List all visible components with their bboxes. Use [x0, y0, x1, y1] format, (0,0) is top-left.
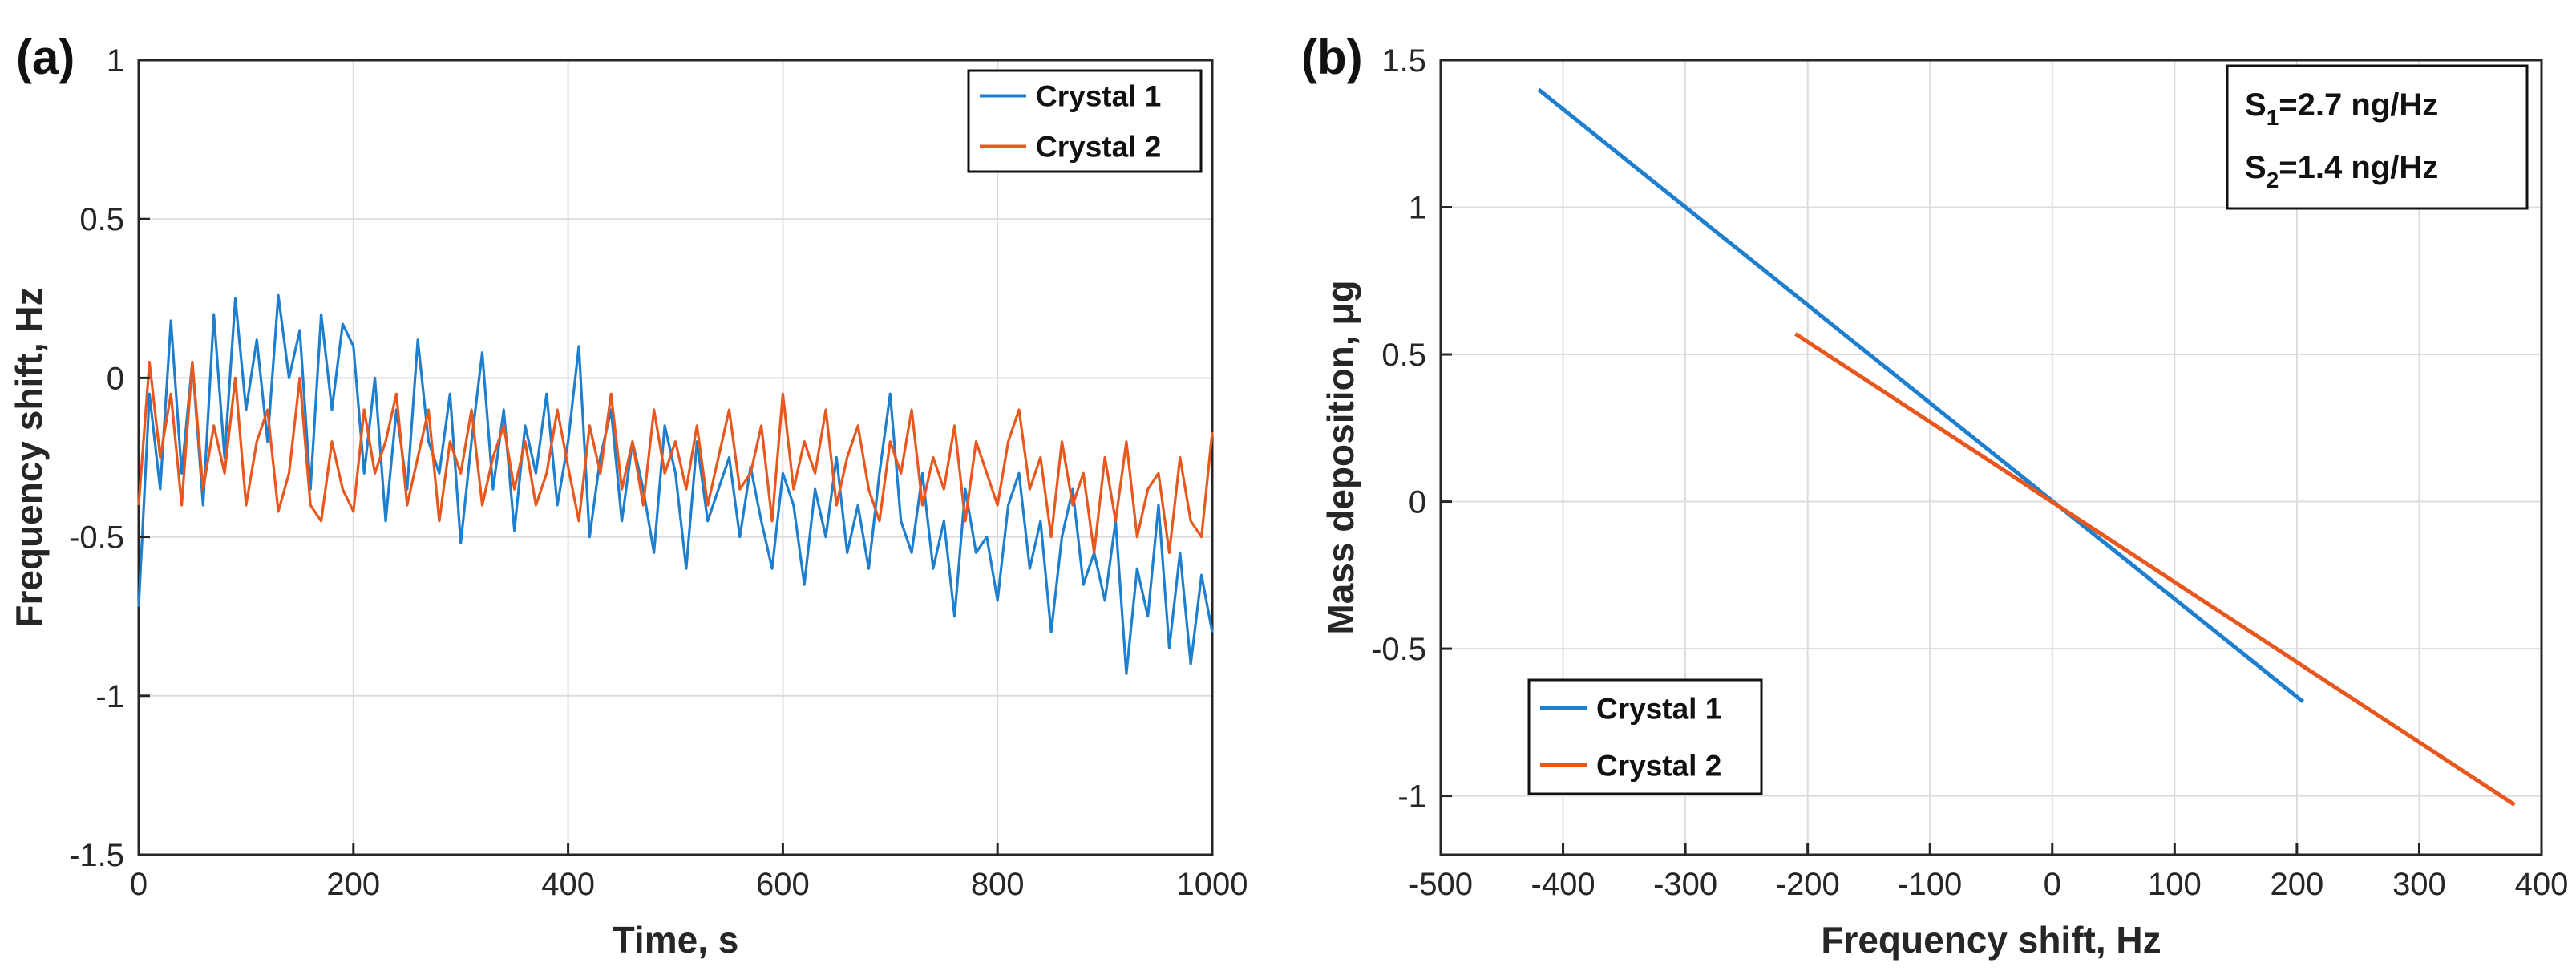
panel-a-legend: Crystal 1 Crystal 2 [967, 69, 1203, 173]
panel-b-x-tick-label: -200 [1776, 867, 1840, 902]
annotation-subscript: 2 [2267, 168, 2279, 192]
panel-b-x-tick-label: 300 [2392, 867, 2446, 902]
annotation-subscript: 1 [2267, 105, 2279, 130]
panel-b-x-tick-label: -400 [1531, 867, 1595, 902]
panel-b-legend-label-crystal-2: Crystal 2 [1596, 750, 1721, 783]
panel-b-y-tick-label: -1 [1397, 779, 1426, 815]
panel-b-legend: Crystal 1 Crystal 2 [1527, 678, 1763, 795]
panel-a-x-axis-title: Time, s [613, 919, 739, 961]
panel-a-series-line-crystal-1 [137, 293, 1214, 675]
panel-b-legend-box [1527, 678, 1763, 795]
panel-b-y-axis-title: Mass deposition, μg [1320, 280, 1361, 634]
panel-b-y-tick-label: 0.5 [1381, 338, 1426, 373]
panel-b-annotation-2: S2=1.4 ng/Hz [2245, 150, 2438, 192]
panel-a-y-tick-label: -1 [95, 679, 124, 714]
panel-b-x-tick-label: 400 [2515, 867, 2569, 902]
panel-b-y-tick-label: 1.5 [1381, 43, 1426, 79]
panel-a-label: (a) [16, 30, 75, 84]
panel-a-y-tick-label: 0.5 [79, 202, 124, 237]
annotation-value: =1.4 ng/Hz [2279, 150, 2438, 185]
panel-a-y-axis-title: Frequency shift, Hz [8, 287, 50, 627]
panel-b-y-tick-label: 1 [1409, 191, 1426, 226]
panel-a-legend-box [967, 69, 1203, 173]
panel-a-y-tick-label: -0.5 [69, 520, 124, 556]
panel-a: 0 200 400 600 800 1000 -1.5 -1 -0.5 0 0.5 1 Time, s F… [8, 30, 1248, 961]
panel-b-y-tick-label: -0.5 [1371, 632, 1426, 667]
panel-b: -500 -400 -300 -200 -100 0 100 200 300 400 -1 -0.5 0… [1301, 30, 2568, 961]
panel-b-annotation-box [2226, 64, 2529, 210]
panel-a-x-tick-label: 800 [971, 867, 1025, 902]
panel-a-axes-box [137, 59, 1214, 856]
panel-a-x-tick-label: 400 [541, 867, 595, 902]
panel-a-y-tick-label: 1 [107, 43, 124, 79]
panel-a-x-tick-label: 600 [756, 867, 810, 902]
panel-a-legend-label-crystal-2: Crystal 2 [1036, 131, 1161, 164]
panel-b-series-line-crystal-2 [1794, 332, 2516, 807]
panel-a-x-tick-label: 0 [130, 867, 148, 902]
panel-a-series-group [137, 293, 1214, 675]
panel-a-y-tick-label: -1.5 [69, 838, 124, 873]
panel-b-x-tick-label: 200 [2271, 867, 2324, 902]
panel-b-x-tick-label: 100 [2148, 867, 2202, 902]
panel-b-annotation-1: S1=2.7 ng/Hz [2245, 87, 2438, 130]
panel-b-x-tick-label: -500 [1409, 867, 1473, 902]
panel-b-axes-box [1439, 59, 2543, 856]
panel-a-y-tick-label: 0 [107, 361, 124, 396]
panel-b-series-line-crystal-1 [1537, 87, 2305, 704]
panel-b-x-axis-title: Frequency shift, Hz [1821, 919, 2161, 961]
annotation-value: =2.7 ng/Hz [2279, 87, 2438, 123]
panel-a-series-line-crystal-2 [137, 361, 1214, 555]
panel-b-y-tick-label: 0 [1409, 485, 1426, 520]
panel-a-x-tick-label: 200 [326, 867, 380, 902]
annotation-symbol: S [2245, 87, 2267, 123]
panel-a-x-tick-label: 1000 [1177, 867, 1248, 902]
annotation-symbol: S [2245, 150, 2267, 185]
panel-a-legend-label-crystal-1: Crystal 1 [1036, 80, 1161, 113]
panel-b-x-tick-label: -300 [1653, 867, 1717, 902]
panel-b-legend-label-crystal-1: Crystal 1 [1596, 693, 1721, 726]
panel-b-x-tick-label: 0 [2044, 867, 2061, 902]
panel-b-label: (b) [1301, 30, 1363, 84]
panel-b-series-group [1537, 87, 2516, 807]
panel-b-x-tick-label: -100 [1898, 867, 1962, 902]
